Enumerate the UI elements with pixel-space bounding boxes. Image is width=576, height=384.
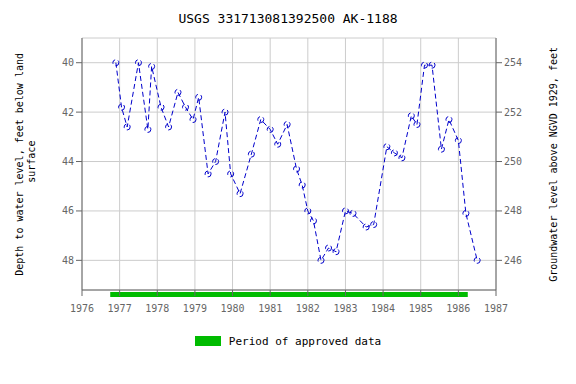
svg-text:246: 246: [504, 255, 522, 266]
svg-text:252: 252: [504, 107, 522, 118]
svg-text:1979: 1979: [183, 303, 207, 314]
svg-text:48: 48: [62, 255, 74, 266]
svg-text:1976: 1976: [70, 303, 94, 314]
svg-text:248: 248: [504, 205, 522, 216]
svg-text:250: 250: [504, 156, 522, 167]
svg-text:1977: 1977: [108, 303, 132, 314]
svg-text:1985: 1985: [409, 303, 433, 314]
html-text:Groundwater level above NGVD 1: Groundwater level above NGVD 1929, feet: [548, 46, 559, 282]
svg-text:1986: 1986: [446, 303, 470, 314]
html-text:USGS 331713081392500 AK-1188: USGS 331713081392500 AK-1188: [178, 11, 398, 26]
svg-text:1987: 1987: [484, 303, 508, 314]
svg-text:46: 46: [62, 205, 74, 216]
svg-text:1982: 1982: [296, 303, 320, 314]
svg-text:1984: 1984: [371, 303, 395, 314]
svg-text:1983: 1983: [333, 303, 357, 314]
svg-text:42: 42: [62, 107, 74, 118]
svg-text:1981: 1981: [258, 303, 282, 314]
svg-text:1978: 1978: [145, 303, 169, 314]
html-text:Depth to water level, feet bel: Depth to water level, feet below land su…: [14, 52, 37, 276]
svg-text:254: 254: [504, 57, 522, 68]
svg-text:40: 40: [62, 57, 74, 68]
svg-text:1980: 1980: [220, 303, 244, 314]
svg-text:44: 44: [62, 156, 74, 167]
html-text:Period of approved data: Period of approved data: [228, 334, 382, 348]
